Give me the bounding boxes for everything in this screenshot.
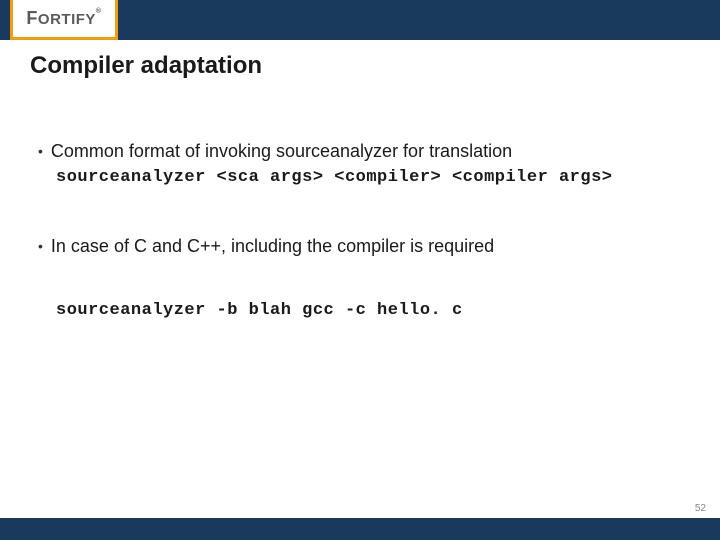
logo-box: FORTIFY®	[10, 0, 118, 40]
bullet-marker: •	[38, 235, 43, 257]
bullet-text: In case of C and C++, including the comp…	[51, 235, 494, 257]
content-area: • Common format of invoking sourceanalyz…	[38, 140, 690, 320]
slide: FORTIFY® Compiler adaptation • Common fo…	[0, 0, 720, 540]
logo-text: FORTIFY®	[26, 8, 101, 29]
bullet-text: Common format of invoking sourceanalyzer…	[51, 140, 512, 162]
registered-mark: ®	[96, 8, 102, 15]
code-line: sourceanalyzer <sca args> <compiler> <co…	[56, 168, 690, 187]
bullet-item: • Common format of invoking sourceanalyz…	[38, 140, 690, 162]
code-line: sourceanalyzer -b blah gcc -c hello. c	[56, 301, 690, 320]
slide-title: Compiler adaptation	[30, 52, 262, 80]
page-number: 52	[695, 503, 706, 514]
bullet-item: • In case of C and C++, including the co…	[38, 235, 690, 257]
footer-bar	[0, 518, 720, 540]
bullet-marker: •	[38, 140, 43, 162]
